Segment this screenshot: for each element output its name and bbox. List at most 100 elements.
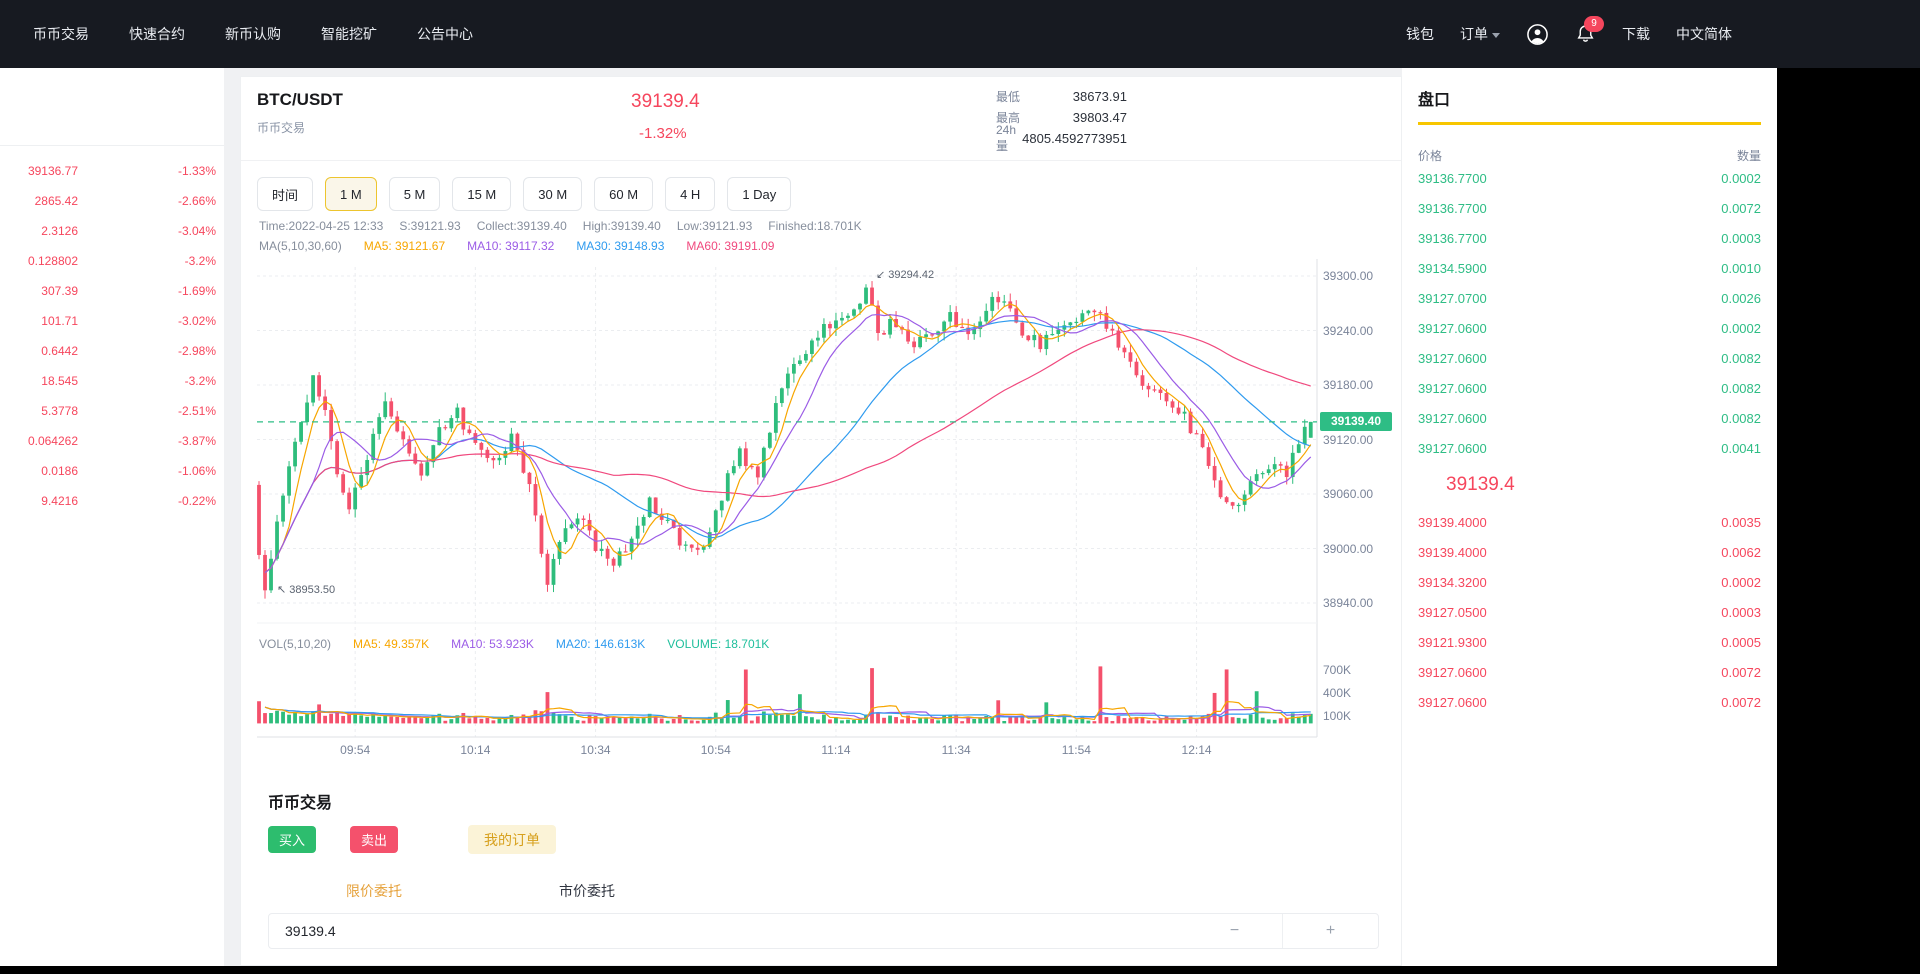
market-stat-row: 24h量 4805.4592773951 <box>996 123 1127 153</box>
candlestick-chart[interactable]: 39139.40 39300.00 39240.00 39180.00 39120.0… <box>241 259 1401 759</box>
period-button-15m[interactable]: 15 M <box>452 177 512 211</box>
price-annotation: ↙ 39294.42 <box>876 269 935 282</box>
market-item-price: 2.3126 <box>41 224 78 238</box>
decrease-price-button[interactable]: − <box>1229 922 1240 939</box>
account-button[interactable] <box>1526 23 1549 46</box>
market-list-item[interactable]: 2865.42 -2.66% <box>0 186 224 216</box>
last-price: 39139.4 <box>631 91 700 112</box>
vol-group-label: VOL(5,10,20) <box>259 637 332 651</box>
top-nav: 币币交易 快速合约 新币认购 智能挖矿 公告中心 钱包 订单 9 下载 中文简体 <box>0 0 1920 68</box>
price-annotation: ↖ 38953.50 <box>277 583 336 596</box>
tab-market-order[interactable]: 市价委托 <box>559 883 615 899</box>
price-input[interactable]: 39139.4 − + <box>268 913 1379 949</box>
tab-limit-order[interactable]: 限价委托 <box>346 883 402 899</box>
language-selector[interactable]: 中文简体 <box>1676 26 1732 42</box>
market-item-price: 0.0186 <box>41 464 78 478</box>
market-list-item[interactable]: 101.71 -3.02% <box>0 306 224 336</box>
nav-item-5[interactable]: 公告中心 <box>417 26 473 42</box>
x-axis-label: 10:54 <box>700 743 731 757</box>
nav-item-3[interactable]: 新币认购 <box>225 26 281 42</box>
orderbook-ask-row[interactable]: 39127.0600 0.0002 <box>1418 313 1761 343</box>
orderbook-price: 39127.0600 <box>1418 410 1487 426</box>
orderbook-price: 39127.0600 <box>1418 350 1487 366</box>
orderbook-qty: 0.0072 <box>1721 200 1761 216</box>
market-list: 39136.77 -1.33% 2865.42 -2.66% 2.3126 -3.04% 0… <box>0 146 224 516</box>
orderbook-ask-row[interactable]: 39136.7700 0.0072 <box>1418 193 1761 223</box>
market-item-change: -1.69% <box>177 284 216 298</box>
notification-badge: 9 <box>1584 16 1604 32</box>
market-item-change: -2.51% <box>177 404 216 418</box>
orderbook-bid-row[interactable]: 39139.4000 0.0062 <box>1418 537 1761 567</box>
volume-axis-label: 700K <box>1323 663 1352 678</box>
orderbook-bid-row[interactable]: 39127.0500 0.0003 <box>1418 597 1761 627</box>
ma-legend-ma30: MA30: 39148.93 <box>576 239 665 253</box>
period-button-30m[interactable]: 30 M <box>523 177 583 211</box>
orderbook-ask-row[interactable]: 39127.0600 0.0082 <box>1418 403 1761 433</box>
order-type-tabs: 限价委托 市价委托 <box>346 881 615 901</box>
market-list-item[interactable]: 5.3778 -2.51% <box>0 396 224 426</box>
download-link[interactable]: 下载 <box>1622 26 1650 42</box>
volume-legend-line: VOL(5,10,20) MA5: 49.357K MA10: 53.923K MA2… <box>259 637 769 651</box>
period-button-1day[interactable]: 1 Day <box>727 177 792 211</box>
stat-value: 39803.47 <box>1072 110 1127 125</box>
my-orders-button[interactable]: 我的订单 <box>468 825 556 854</box>
orderbook-col-price: 价格 <box>1418 149 1443 163</box>
period-button-60m[interactable]: 60 M <box>594 177 654 211</box>
orderbook-price: 39139.4000 <box>1418 544 1487 560</box>
market-list-item[interactable]: 9.4216 -0.22% <box>0 486 224 516</box>
y-axis-label: 39060.00 <box>1323 487 1374 501</box>
nav-item-4[interactable]: 智能挖矿 <box>321 26 377 42</box>
orderbook-bid-row[interactable]: 39127.0600 0.0072 <box>1418 687 1761 717</box>
orderbook-qty: 0.0002 <box>1721 320 1761 336</box>
market-item-change: -1.33% <box>177 164 216 178</box>
user-icon <box>1527 23 1548 45</box>
increase-price-button[interactable]: + <box>1325 922 1336 939</box>
market-list-item[interactable]: 18.545 -3.2% <box>0 366 224 396</box>
market-item-change: -3.2% <box>184 374 216 388</box>
market-list-item[interactable]: 307.39 -1.69% <box>0 276 224 306</box>
market-list-item[interactable]: 0.0186 -1.06% <box>0 456 224 486</box>
wallet-link[interactable]: 钱包 <box>1406 26 1434 42</box>
market-list-item[interactable]: 0.064262 -3.87% <box>0 426 224 456</box>
nav-left-menu: 币币交易 快速合约 新币认购 智能挖矿 公告中心 <box>33 0 473 68</box>
ohlc-info-item: Time:2022-04-25 12:33 <box>259 219 384 233</box>
buy-button[interactable]: 买入 <box>268 826 316 853</box>
orders-link[interactable]: 订单 <box>1460 24 1500 44</box>
orderbook-ask-row[interactable]: 39136.7700 0.0003 <box>1418 223 1761 253</box>
vol-legend-ma20: MA20: 146.613K <box>555 637 646 651</box>
market-list-item[interactable]: 0.128802 -3.2% <box>0 246 224 276</box>
period-button-4h[interactable]: 4 H <box>665 177 716 211</box>
orderbook-last-price: 39139.4 <box>1446 474 1515 495</box>
x-axis-label: 11:34 <box>941 743 971 757</box>
period-button-5m[interactable]: 5 M <box>388 177 441 211</box>
nav-item-2[interactable]: 快速合约 <box>129 26 185 42</box>
market-list-item[interactable]: 2.3126 -3.04% <box>0 216 224 246</box>
sell-button[interactable]: 卖出 <box>350 826 398 853</box>
orderbook-bid-row[interactable]: 39139.4000 0.0035 <box>1418 507 1761 537</box>
notifications-button[interactable]: 9 <box>1575 16 1604 45</box>
period-button-1m[interactable]: 1 M <box>325 177 377 211</box>
market-list-item[interactable]: 0.6442 -2.98% <box>0 336 224 366</box>
orderbook-ask-row[interactable]: 39134.5900 0.0010 <box>1418 253 1761 283</box>
market-header: BTC/USDT 币币交易 39139.4 -1.32% 最低 38673.91 最… <box>241 77 1401 161</box>
orderbook-bid-row[interactable]: 39121.9300 0.0005 <box>1418 627 1761 657</box>
orderbook-ask-row[interactable]: 39127.0700 0.0026 <box>1418 283 1761 313</box>
market-item-price: 9.4216 <box>41 494 78 508</box>
orderbook-bid-row[interactable]: 39127.0600 0.0072 <box>1418 657 1761 687</box>
orderbook-ask-row[interactable]: 39127.0600 0.0041 <box>1418 433 1761 463</box>
orderbook-ask-row[interactable]: 39127.0600 0.0082 <box>1418 343 1761 373</box>
orderbook-col-qty: 数量 <box>1736 149 1761 163</box>
orderbook-bid-row[interactable]: 39134.3200 0.0002 <box>1418 567 1761 597</box>
orderbook-price: 39127.0600 <box>1418 664 1487 680</box>
time-button[interactable]: 时间 <box>257 177 314 211</box>
orderbook-qty: 0.0072 <box>1721 694 1761 710</box>
orderbook-qty: 0.0035 <box>1721 514 1761 530</box>
orderbook-qty: 0.0002 <box>1721 574 1761 590</box>
x-axis-label: 10:34 <box>580 743 611 757</box>
nav-item-1[interactable]: 币币交易 <box>33 26 89 42</box>
orderbook-ask-row[interactable]: 39127.0600 0.0082 <box>1418 373 1761 403</box>
market-list-item[interactable]: 39136.77 -1.33% <box>0 156 224 186</box>
market-type-label: 币币交易 <box>257 121 306 135</box>
orderbook-qty: 0.0005 <box>1721 634 1761 650</box>
orderbook-ask-row[interactable]: 39136.7700 0.0002 <box>1418 163 1761 193</box>
